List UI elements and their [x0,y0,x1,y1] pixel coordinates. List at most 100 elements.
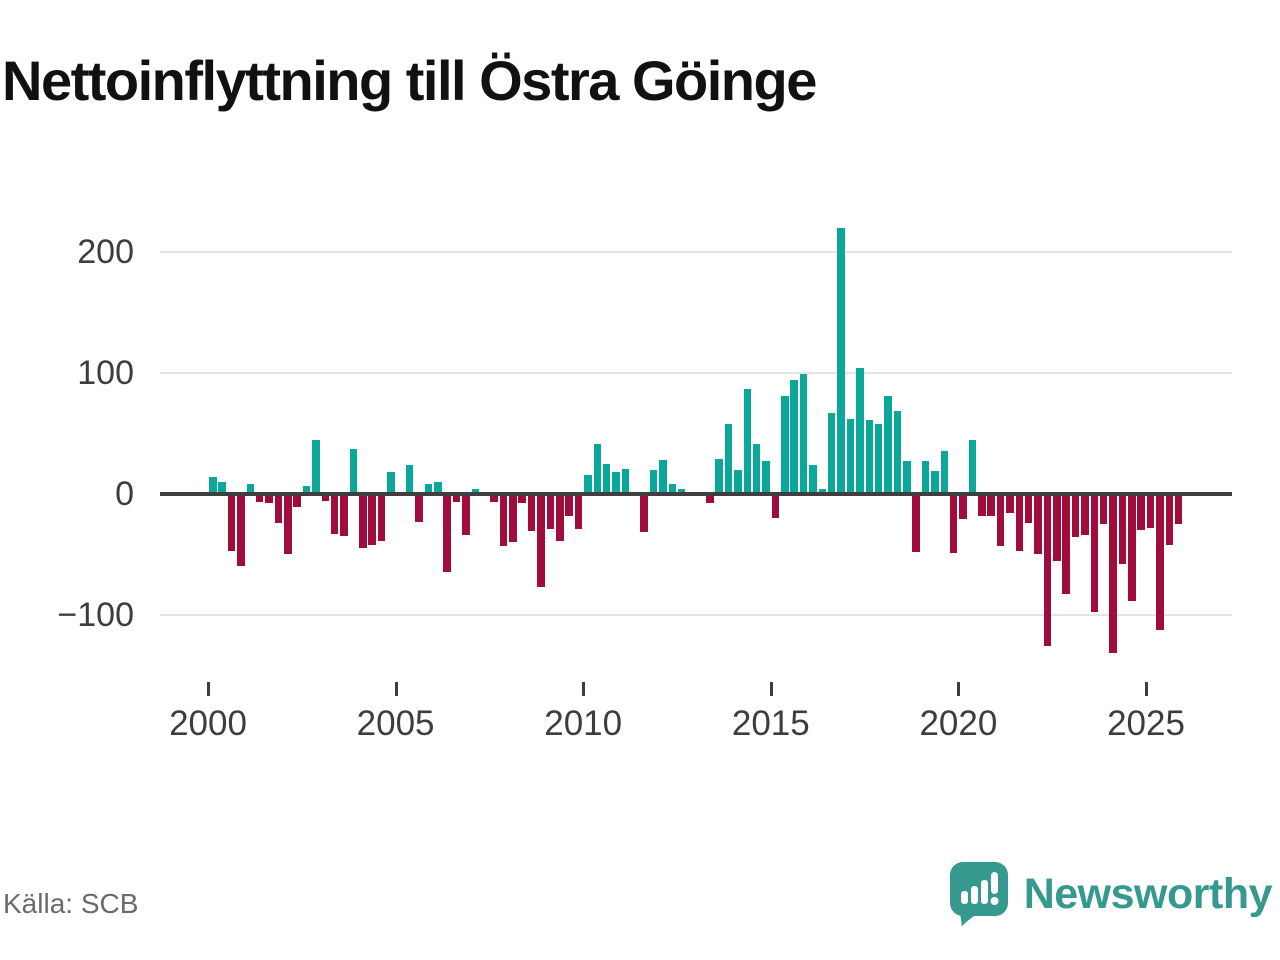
newsworthy-wordmark: Newsworthy [1023,869,1273,918]
negative-bar [490,495,498,503]
positive-bar [818,489,827,494]
negative-bar [1128,495,1136,602]
negative-bar [1043,495,1052,646]
x-tick-label: 2010 [544,704,623,743]
newsworthy-logo: Newsworthy [949,862,1273,926]
positive-bar [668,484,677,494]
negative-bar [527,495,536,532]
positive-bar [827,413,836,494]
positive-bar [762,461,770,494]
positive-bar [649,469,658,494]
negative-bar [1146,495,1155,528]
positive-bar [865,420,873,494]
negative-bar [546,495,555,529]
x-tick-label: 2005 [356,704,435,743]
y-gridline [160,251,1232,254]
negative-bar [1109,495,1117,654]
positive-bar [931,471,939,494]
negative-bar [1024,495,1033,523]
positive-bar [405,465,414,494]
positive-bar [621,468,630,494]
negative-bar [265,495,273,504]
positive-bar [893,410,902,494]
negative-bar [706,495,714,504]
negative-bar [996,495,1005,546]
negative-bar [321,495,330,502]
y-tick-label: 200 [77,233,134,272]
negative-bar [368,495,376,545]
negative-bar [274,495,283,523]
positive-bar [349,449,358,494]
positive-bar [752,444,761,494]
negative-bar [1034,495,1042,555]
negative-bar [227,495,236,551]
positive-bar [734,469,742,494]
negative-bar [1071,495,1080,538]
positive-bar [471,489,480,494]
negative-bar [284,495,292,555]
positive-bar [434,481,442,494]
negative-bar [340,495,348,537]
y-tick-label: −100 [57,595,134,634]
negative-bar [1062,495,1070,595]
y-tick-label: 100 [77,354,134,393]
negative-bar [1118,495,1127,564]
negative-bar [509,495,517,543]
negative-bar [1099,495,1108,524]
positive-bar [209,477,217,494]
x-tick [957,682,961,696]
negative-bar [330,495,339,534]
x-tick [207,682,210,696]
positive-bar [246,484,254,494]
zero-line [160,492,1232,496]
positive-bar [584,474,592,494]
page-title: Nettoinflyttning till Östra Göinge [2,49,817,112]
positive-bar [424,484,433,494]
positive-bar [790,380,798,494]
negative-bar [1165,495,1174,545]
x-tick [1145,682,1148,696]
negative-bar [771,495,780,518]
positive-bar [593,444,602,494]
x-tick-label: 2015 [731,704,810,743]
negative-bar [415,495,423,522]
negative-bar [377,495,386,541]
negative-bar [640,495,648,533]
speech-bubble-bar-chart-icon [949,862,1008,926]
positive-bar [809,465,817,494]
negative-bar [359,495,367,549]
source-note: Källa: SCB [3,888,139,919]
x-tick-label: 2020 [919,704,998,743]
negative-bar [462,495,470,535]
x-tick [394,682,398,696]
positive-bar [856,368,864,494]
negative-bar [518,495,526,504]
positive-bar [743,388,752,494]
negative-bar [499,495,508,546]
positive-bar [781,396,789,494]
positive-bar [874,423,883,494]
positive-bar [940,450,949,494]
x-tick [582,682,586,696]
negative-bar [452,495,461,503]
negative-bar [912,495,920,552]
negative-bar [1156,495,1164,631]
positive-bar [799,374,808,494]
x-tick-label: 2000 [169,704,247,743]
negative-bar [1174,495,1183,524]
positive-bar [837,228,845,494]
negative-bar [237,495,245,567]
negative-bar [959,495,967,520]
positive-bar [724,423,733,494]
y-tick-label: 0 [115,475,134,513]
positive-bar [968,439,977,494]
positive-bar [921,461,930,494]
negative-bar [1006,495,1014,514]
negative-bar [443,495,451,573]
negative-bar [537,495,545,587]
y-gridline [160,372,1232,375]
x-tick-label: 2025 [1107,704,1185,743]
positive-bar [903,461,911,494]
negative-bar [255,495,264,503]
positive-bar [846,419,855,494]
